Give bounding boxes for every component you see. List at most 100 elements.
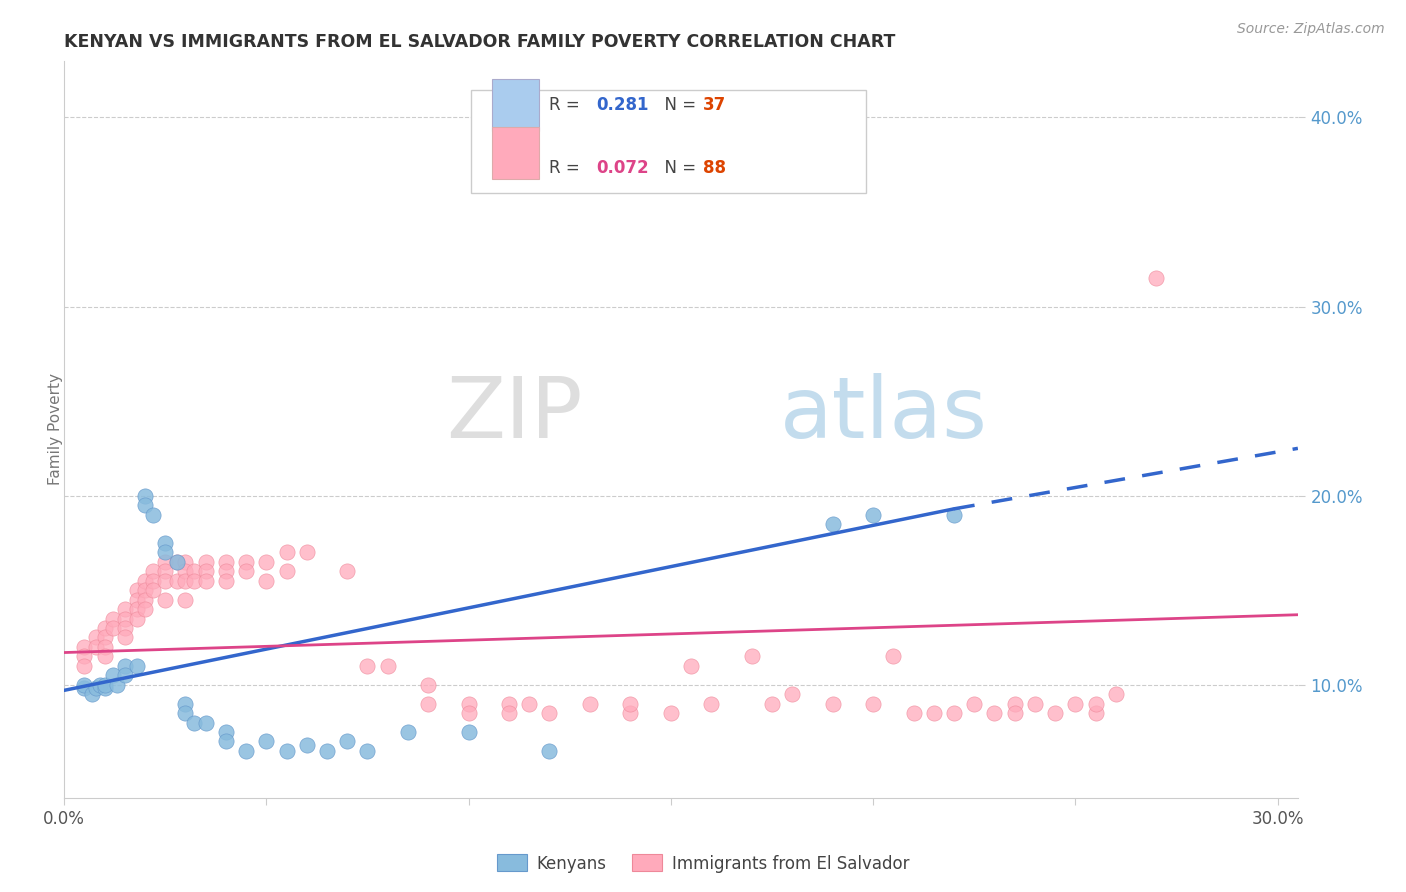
Point bbox=[125, 583, 148, 598]
Point bbox=[73, 658, 96, 673]
Point bbox=[153, 555, 176, 569]
Text: KENYAN VS IMMIGRANTS FROM EL SALVADOR FAMILY POVERTY CORRELATION CHART: KENYAN VS IMMIGRANTS FROM EL SALVADOR FA… bbox=[65, 33, 896, 51]
Point bbox=[1043, 706, 1066, 720]
Point bbox=[276, 744, 298, 758]
Point bbox=[174, 555, 197, 569]
Point bbox=[153, 536, 176, 550]
Point bbox=[862, 697, 884, 711]
Point bbox=[86, 631, 108, 645]
Point bbox=[922, 706, 945, 720]
Point bbox=[215, 734, 238, 748]
Point bbox=[396, 725, 419, 739]
Point bbox=[82, 687, 104, 701]
Point bbox=[93, 640, 115, 654]
Point bbox=[125, 592, 148, 607]
Text: 0.281: 0.281 bbox=[596, 96, 648, 114]
Point bbox=[194, 715, 217, 730]
Point bbox=[174, 592, 197, 607]
Point bbox=[235, 555, 257, 569]
FancyBboxPatch shape bbox=[492, 127, 538, 178]
Point bbox=[1105, 687, 1128, 701]
Point bbox=[276, 564, 298, 578]
Point bbox=[418, 697, 440, 711]
Point bbox=[215, 555, 238, 569]
Point bbox=[153, 592, 176, 607]
Point bbox=[295, 545, 318, 559]
Point bbox=[700, 697, 723, 711]
Point bbox=[457, 706, 479, 720]
Point bbox=[153, 574, 176, 588]
Point bbox=[741, 649, 763, 664]
Point bbox=[254, 555, 277, 569]
Point bbox=[821, 697, 844, 711]
Point bbox=[166, 555, 188, 569]
Text: atlas: atlas bbox=[780, 373, 987, 456]
Point bbox=[93, 621, 115, 635]
Point bbox=[761, 697, 783, 711]
Point bbox=[134, 592, 156, 607]
Point bbox=[194, 555, 217, 569]
Y-axis label: Family Poverty: Family Poverty bbox=[48, 374, 63, 485]
Point bbox=[142, 583, 165, 598]
Text: ZIP: ZIP bbox=[446, 373, 582, 456]
Point bbox=[114, 611, 136, 625]
Point bbox=[215, 564, 238, 578]
Point bbox=[134, 602, 156, 616]
Point bbox=[114, 658, 136, 673]
Point bbox=[336, 734, 359, 748]
Point bbox=[882, 649, 904, 664]
Point bbox=[114, 602, 136, 616]
Text: R =: R = bbox=[548, 159, 585, 177]
Text: Source: ZipAtlas.com: Source: ZipAtlas.com bbox=[1237, 22, 1385, 37]
Point bbox=[517, 697, 540, 711]
Point bbox=[619, 706, 641, 720]
Point bbox=[619, 697, 641, 711]
Point bbox=[538, 744, 561, 758]
Point bbox=[963, 697, 986, 711]
Point bbox=[943, 706, 966, 720]
Point bbox=[134, 489, 156, 503]
Point bbox=[681, 658, 703, 673]
Point bbox=[235, 564, 257, 578]
Point bbox=[114, 631, 136, 645]
Legend: Kenyans, Immigrants from El Salvador: Kenyans, Immigrants from El Salvador bbox=[491, 847, 915, 880]
Point bbox=[194, 564, 217, 578]
Point bbox=[1064, 697, 1087, 711]
Text: 88: 88 bbox=[703, 159, 725, 177]
Point bbox=[174, 697, 197, 711]
Point bbox=[183, 564, 205, 578]
Point bbox=[659, 706, 682, 720]
Point bbox=[579, 697, 602, 711]
Text: N =: N = bbox=[654, 159, 702, 177]
Point bbox=[73, 681, 96, 696]
Point bbox=[1004, 697, 1026, 711]
Point bbox=[903, 706, 925, 720]
Point bbox=[276, 545, 298, 559]
Point bbox=[86, 640, 108, 654]
Point bbox=[862, 508, 884, 522]
Text: 0.072: 0.072 bbox=[596, 159, 648, 177]
Point bbox=[215, 725, 238, 739]
Point bbox=[983, 706, 1005, 720]
Point bbox=[101, 668, 124, 682]
Point bbox=[174, 706, 197, 720]
Point bbox=[142, 574, 165, 588]
Point bbox=[498, 706, 520, 720]
FancyBboxPatch shape bbox=[471, 90, 866, 194]
Point bbox=[134, 574, 156, 588]
Point bbox=[194, 574, 217, 588]
Point bbox=[174, 564, 197, 578]
Point bbox=[73, 678, 96, 692]
Point bbox=[183, 715, 205, 730]
Point bbox=[356, 744, 378, 758]
Point bbox=[105, 678, 128, 692]
Point bbox=[93, 649, 115, 664]
Point bbox=[166, 555, 188, 569]
Point bbox=[153, 564, 176, 578]
Point bbox=[821, 516, 844, 531]
Point bbox=[1084, 706, 1107, 720]
Point bbox=[1144, 271, 1167, 285]
Point bbox=[125, 602, 148, 616]
Point bbox=[457, 725, 479, 739]
FancyBboxPatch shape bbox=[492, 79, 538, 131]
